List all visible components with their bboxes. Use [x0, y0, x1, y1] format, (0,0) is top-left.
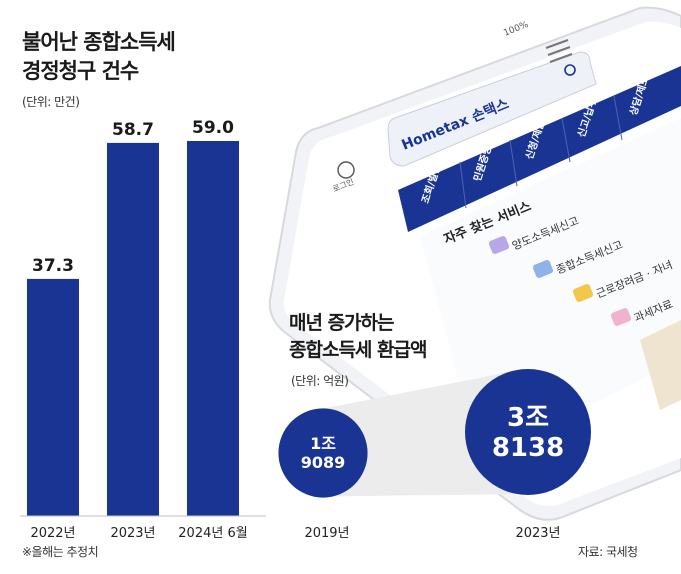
x-tick-label: 2023년 — [515, 526, 560, 541]
bubble-value-label: 9089 — [301, 453, 346, 472]
bar — [107, 142, 159, 516]
bubble-title-line-2: 종합소득세 환급액 — [289, 339, 427, 361]
left-unit-label: (단위: 만건) — [22, 95, 80, 109]
x-tick-label: 2019년 — [304, 526, 349, 541]
bubble-value-label: 1조 — [310, 434, 336, 453]
phone-mockup — [268, 6, 681, 521]
bar — [187, 141, 239, 516]
bubble-connector-wedge — [319, 370, 520, 497]
bubble-value-label: 3조 — [507, 403, 549, 433]
x-tick-label: 2023년 — [110, 526, 155, 541]
bar-value-label: 58.7 — [112, 120, 154, 140]
x-tick-label: 2022년 — [30, 526, 75, 541]
bubble-value-label: 8138 — [492, 433, 564, 463]
chart-title-line-2: 경정청구 건수 — [22, 59, 139, 83]
bar-value-label: 59.0 — [192, 118, 234, 138]
chart-title-line-1: 불어난 종합소득세 — [22, 30, 176, 54]
bar-value-label: 37.3 — [32, 256, 74, 276]
bubble — [278, 408, 368, 498]
chart-title: 불어난 종합소득세 경정청구 건수 — [22, 28, 176, 86]
bar-chart: 37.3 2022년 58.7 2023년 59.0 2024년 6월 — [20, 118, 266, 541]
phone-status-text: 100% — [502, 20, 530, 39]
source-label: 자료: 국세청 — [578, 545, 638, 559]
bubble-chart-title: 매년 증가하는 종합소득세 환급액 — [289, 310, 427, 364]
footnote: ※올해는 추정치 — [22, 545, 99, 559]
x-tick-label: 2024년 6월 — [178, 526, 247, 541]
right-unit-label: (단위: 억원) — [291, 374, 349, 388]
bar — [27, 278, 79, 516]
bubble — [465, 369, 591, 495]
bubble-title-line-1: 매년 증가하는 — [289, 312, 395, 334]
